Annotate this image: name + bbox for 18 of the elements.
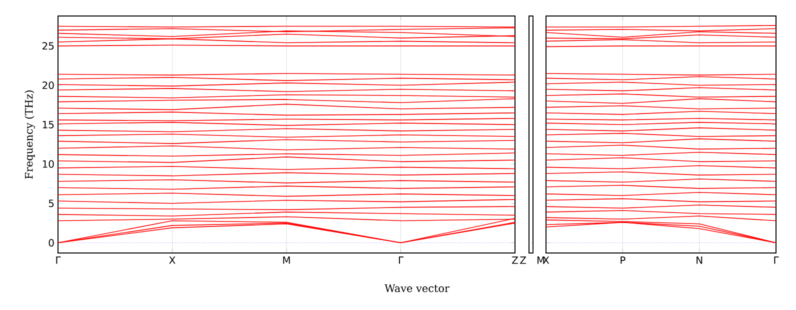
- x-tick-label: Γ: [774, 256, 779, 264]
- x-tick-label: Γ: [398, 256, 404, 264]
- y-tick-label: 15: [42, 120, 54, 128]
- y-tick-label: 5: [48, 200, 54, 208]
- x-tick-label: M: [283, 256, 290, 264]
- y-axis-title: Frequency (THz): [24, 90, 35, 179]
- x-tick-label: Z: [520, 256, 526, 264]
- x-tick-label: Γ: [56, 256, 61, 264]
- x-tick-label: X: [169, 256, 176, 264]
- x-axis-title: Wave vector: [384, 284, 450, 292]
- x-tick-label: N: [696, 256, 702, 264]
- y-tick-label: 25: [42, 42, 54, 50]
- x-tick-label: P: [620, 256, 626, 264]
- x-tick-label: M: [538, 256, 544, 264]
- x-tick-label: Z: [512, 256, 518, 264]
- y-tick-label: 0: [48, 238, 54, 247]
- y-tick-label: 10: [42, 160, 54, 168]
- y-tick-label: 20: [42, 82, 54, 90]
